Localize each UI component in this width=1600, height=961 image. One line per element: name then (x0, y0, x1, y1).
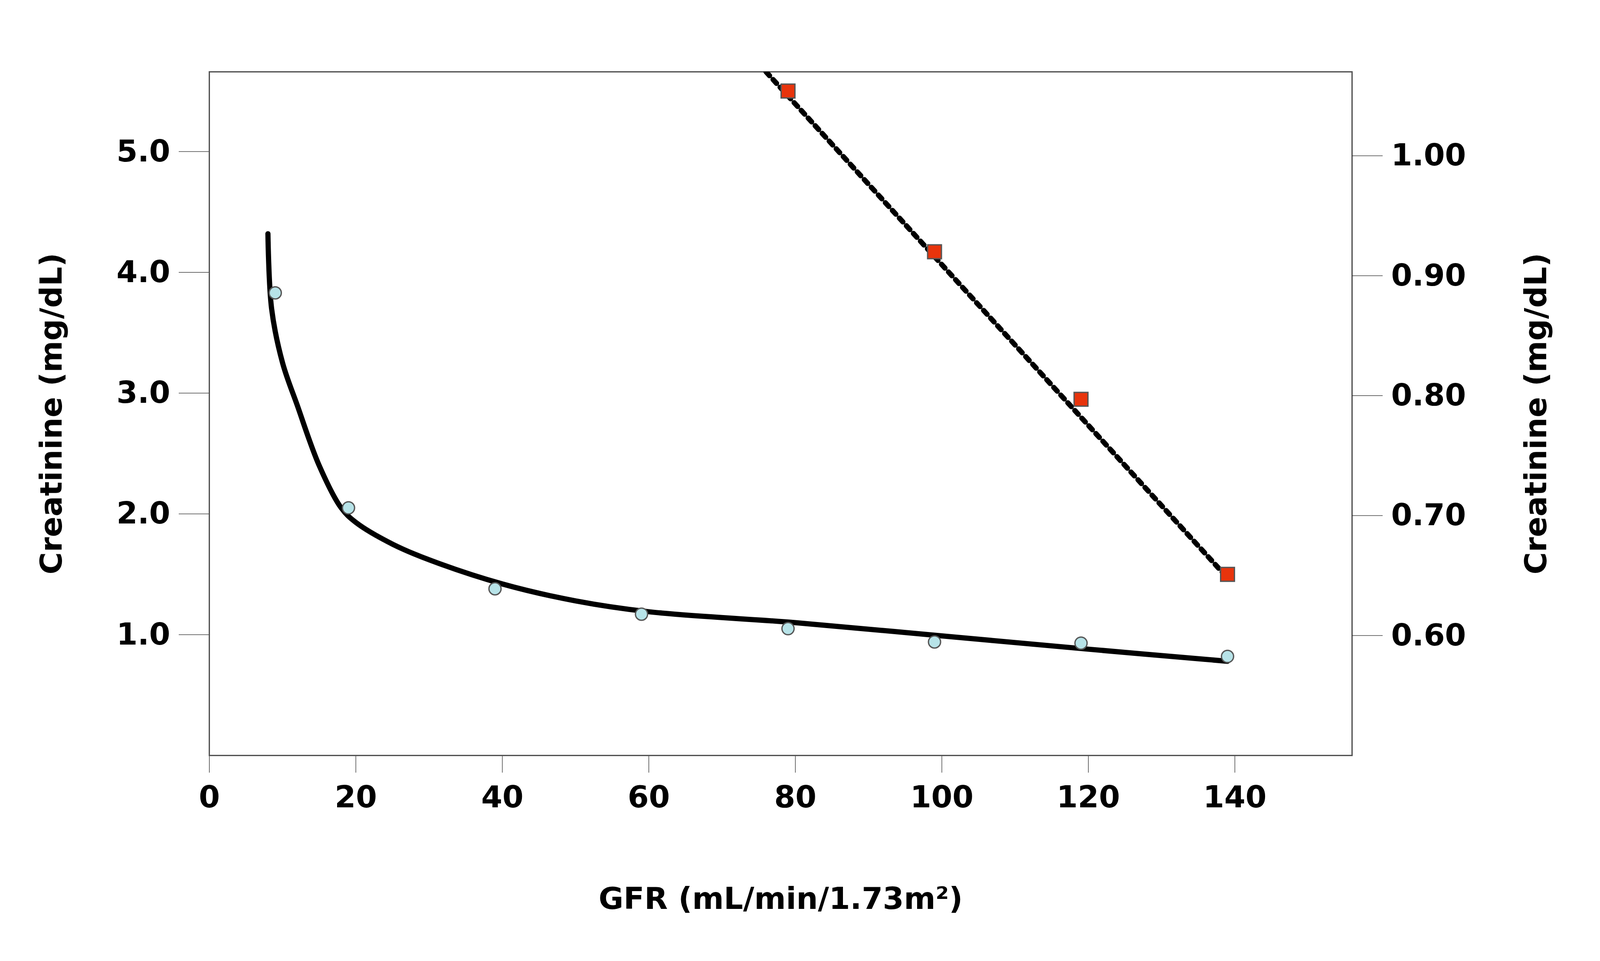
svg-text:0: 0 (198, 778, 220, 815)
svg-text:140: 140 (1203, 778, 1267, 815)
svg-text:80: 80 (774, 778, 817, 815)
svg-text:40: 40 (481, 778, 524, 815)
svg-text:0.80: 0.80 (1391, 377, 1467, 413)
svg-text:0.70: 0.70 (1391, 496, 1467, 533)
svg-text:1.0: 1.0 (116, 616, 171, 652)
svg-text:Creatinine (mg/dL): Creatinine (mg/dL) (1518, 252, 1554, 575)
svg-text:5.0: 5.0 (116, 133, 171, 169)
svg-text:60: 60 (627, 778, 670, 815)
svg-text:0.90: 0.90 (1391, 257, 1467, 293)
svg-text:2.0: 2.0 (116, 495, 171, 531)
svg-text:20: 20 (334, 778, 377, 815)
svg-text:3.0: 3.0 (116, 374, 171, 410)
svg-text:Creatinine (mg/dL): Creatinine (mg/dL) (33, 252, 69, 575)
svg-text:120: 120 (1056, 778, 1121, 815)
svg-text:1.00: 1.00 (1391, 137, 1467, 173)
svg-text:4.0: 4.0 (116, 253, 171, 290)
svg-text:0.60: 0.60 (1391, 616, 1467, 653)
svg-text:GFR (mL/min/1.73m²): GFR (mL/min/1.73m²) (598, 880, 963, 916)
svg-text:100: 100 (910, 778, 974, 815)
